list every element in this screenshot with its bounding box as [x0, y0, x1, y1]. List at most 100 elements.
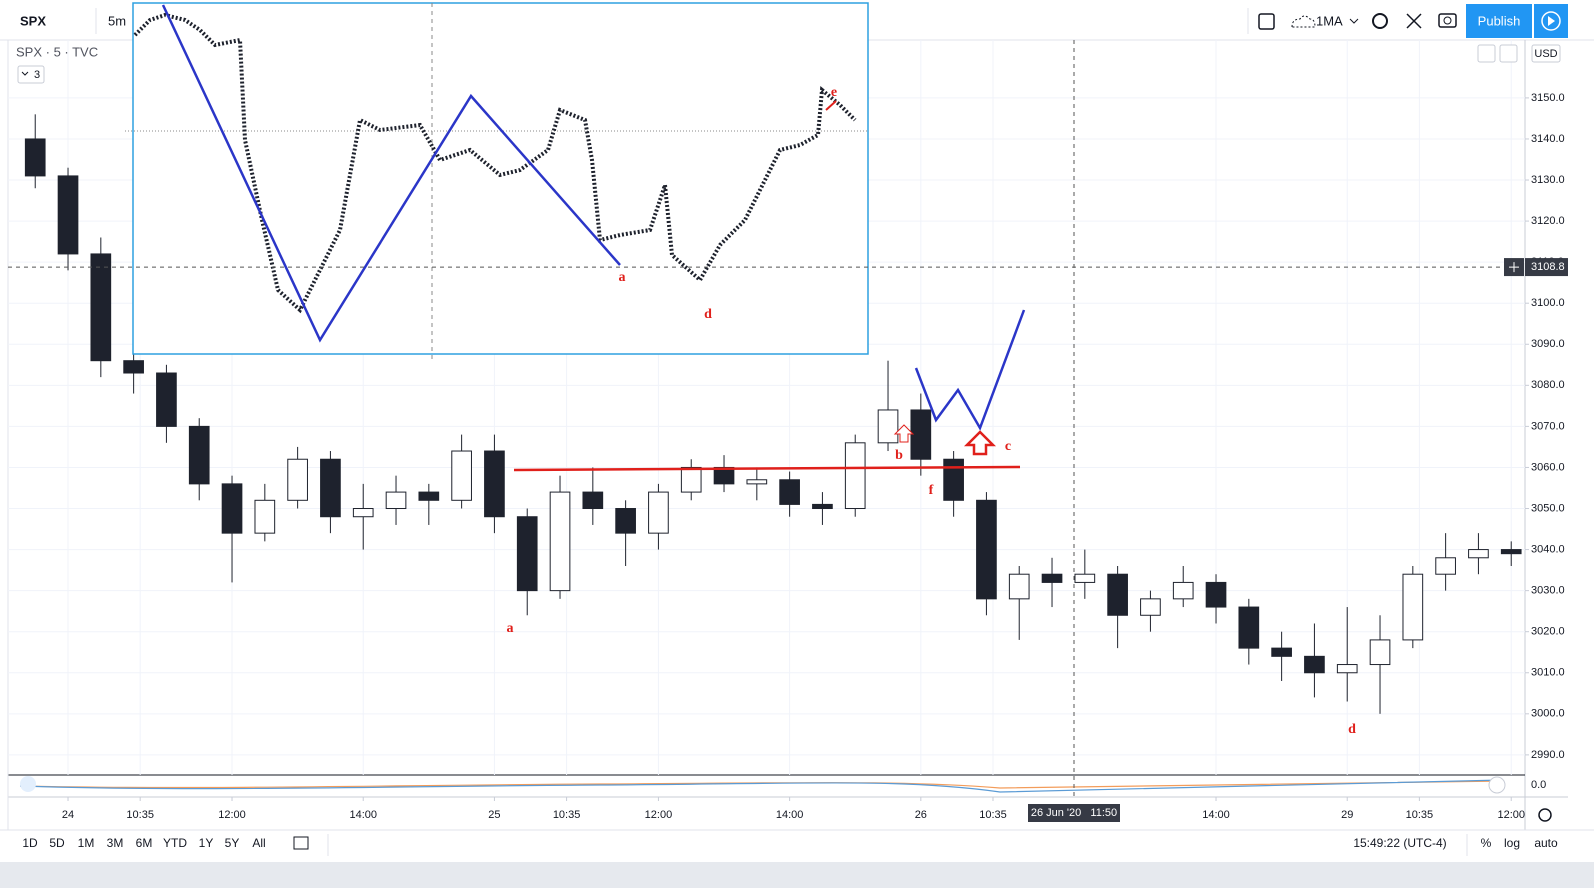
x-tick-label: 25	[488, 809, 500, 821]
snapshot-lens	[1443, 16, 1452, 25]
log-toggle[interactable]: log	[1504, 836, 1520, 850]
arrow-small	[893, 424, 915, 443]
legend-toggle[interactable]	[17, 65, 45, 84]
candle-body	[254, 499, 276, 534]
annotation-label: b	[895, 448, 903, 463]
candle-body	[976, 499, 997, 600]
inset-price	[133, 12, 857, 314]
candle-body	[746, 479, 768, 485]
reset-button[interactable]	[1499, 44, 1518, 63]
candle-body	[484, 450, 505, 518]
x-tick-label: 10:35	[1406, 809, 1434, 821]
footer-gap	[0, 862, 1594, 888]
range-button[interactable]: 5Y	[225, 836, 240, 850]
range-button[interactable]: 5D	[49, 836, 65, 850]
y-tick-label: 3070.0	[1531, 420, 1565, 432]
candle-body	[287, 458, 308, 501]
candle-body	[1304, 655, 1325, 674]
inset-image: a d e	[125, 2, 869, 360]
inset-wave	[161, 4, 621, 343]
candle-body	[516, 516, 538, 592]
candle-body	[1435, 557, 1456, 575]
scroll-button[interactable]	[1488, 776, 1506, 794]
publish-button[interactable]	[1466, 4, 1532, 38]
x-tick-label: 10:35	[553, 809, 581, 821]
annotation-label: c	[1005, 439, 1011, 454]
x-tick-label: 10:35	[126, 809, 154, 821]
currency[interactable]: USD	[1534, 48, 1557, 60]
candle-body	[779, 479, 800, 505]
range-button[interactable]: 1D	[22, 836, 38, 850]
interval[interactable]: 5m	[108, 13, 126, 28]
candle-body	[910, 409, 932, 460]
candle-body	[877, 409, 899, 444]
inset-label: d	[704, 307, 712, 322]
y-tick-label: 3050.0	[1531, 502, 1565, 514]
range-button[interactable]: 3M	[107, 836, 124, 850]
y-tick-label: 3150.0	[1531, 92, 1565, 104]
annotation-label: f	[929, 483, 934, 498]
candle-body	[1369, 639, 1391, 666]
y-tick-label: 3020.0	[1531, 626, 1565, 638]
crosshair-price: 3108.8	[1531, 261, 1565, 273]
y-tick-label: 3100.0	[1531, 297, 1565, 309]
legend-title: SPX · 5 · TVC	[16, 44, 98, 59]
scroll-down-button[interactable]	[1477, 44, 1496, 63]
range-button[interactable]: All	[252, 836, 265, 850]
range-button[interactable]: 6M	[136, 836, 153, 850]
support-line	[513, 465, 1021, 472]
candle-body	[1336, 664, 1358, 674]
settings-icon[interactable]	[1372, 13, 1388, 29]
clock[interactable]: 15:49:22 (UTC-4)	[1353, 836, 1446, 850]
dropdown-icon[interactable]	[1349, 18, 1359, 24]
candle-body	[156, 372, 177, 427]
symbol[interactable]: SPX	[20, 13, 46, 28]
candle-body	[24, 138, 46, 177]
x-tick-label: 12:00	[1497, 809, 1525, 821]
candle-body	[385, 491, 407, 510]
candle-body	[1271, 647, 1292, 657]
x-tick-label: 29	[1341, 809, 1353, 821]
range-button[interactable]: YTD	[163, 836, 187, 850]
y-tick-label: 3010.0	[1531, 667, 1565, 679]
candle-body	[1238, 606, 1260, 649]
candle-body	[943, 458, 964, 501]
range-button[interactable]: 1Y	[199, 836, 214, 850]
publish-label[interactable]: Publish	[1478, 13, 1521, 28]
fullscreen-icon[interactable]	[1406, 13, 1422, 29]
currency-box[interactable]	[1531, 44, 1561, 63]
auto-toggle[interactable]: auto	[1534, 836, 1558, 850]
candle-body	[451, 450, 472, 501]
arrow-large	[963, 430, 997, 456]
snapshot-icon[interactable]	[1438, 13, 1457, 28]
inset-label: e	[831, 85, 837, 100]
range-buttons: 1D 5D 1M 3M 6M YTD 1Y 5Y All	[22, 836, 265, 850]
candle-body	[418, 491, 440, 501]
candle-body	[123, 360, 144, 374]
candle-body	[1402, 573, 1424, 641]
axis-settings[interactable]	[1538, 808, 1552, 822]
candle-body	[1140, 598, 1161, 616]
date-range-icon[interactable]	[293, 836, 309, 850]
layout-icon[interactable]	[1258, 13, 1275, 30]
candle-body	[844, 442, 866, 510]
y-tick-label: 3120.0	[1531, 215, 1565, 227]
candle-body	[188, 425, 210, 485]
indicators[interactable]: 1MA	[1316, 13, 1343, 28]
candle-body	[1074, 573, 1096, 583]
candle-body	[1468, 549, 1489, 559]
indicator-icon[interactable]	[20, 776, 36, 792]
crosshair-plus	[1509, 262, 1519, 273]
percent-toggle[interactable]: %	[1481, 836, 1492, 850]
x-tick-label: 12:00	[218, 809, 246, 821]
legend-arrow	[21, 71, 29, 76]
y-tick-label: 3040.0	[1531, 543, 1565, 555]
candle-body	[90, 253, 112, 362]
x-tick-label: 14:00	[776, 809, 804, 821]
y-tick-label: 3000.0	[1531, 708, 1565, 720]
legend-count[interactable]: 3	[34, 69, 40, 81]
candle-body	[1041, 573, 1063, 583]
range-button[interactable]: 1M	[78, 836, 95, 850]
